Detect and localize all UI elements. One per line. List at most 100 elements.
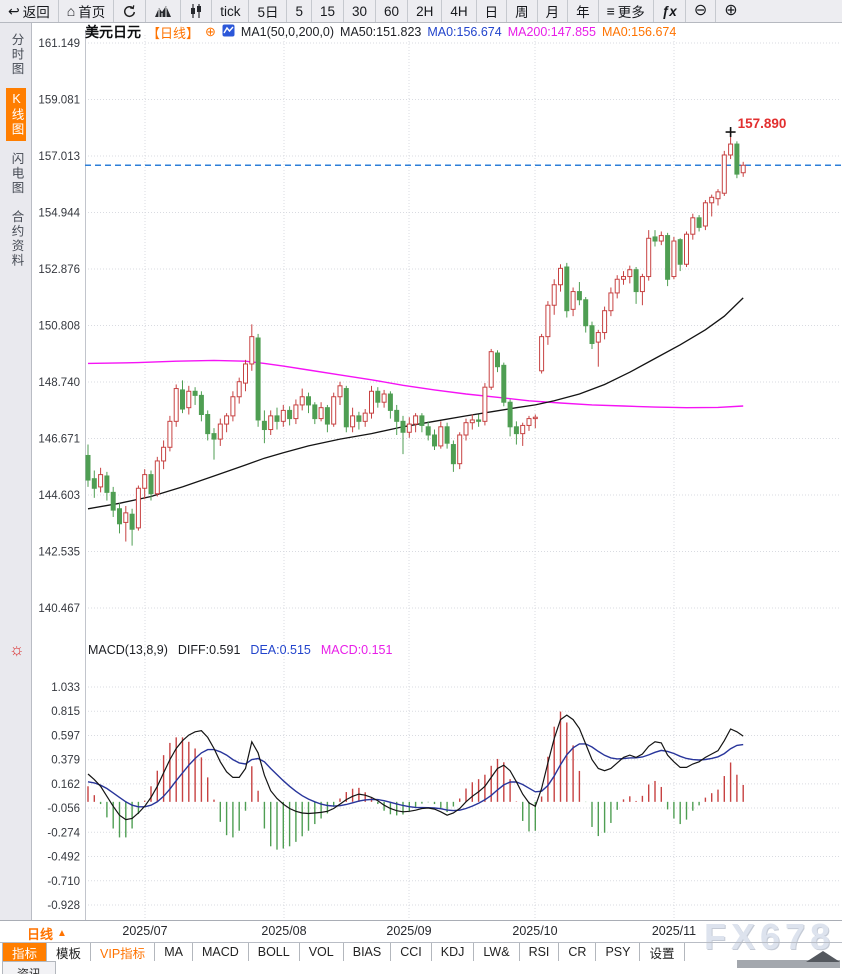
high-price-label: 157.890	[738, 116, 787, 131]
svg-text:154.944: 154.944	[38, 208, 80, 220]
macd-histogram-layer	[87, 711, 744, 850]
svg-text:157.013: 157.013	[38, 151, 80, 163]
ma0-orange-value: MA0:156.674	[601, 25, 677, 39]
interval-tick-button[interactable]: tick	[212, 0, 250, 22]
tab-lw[interactable]: LW&	[474, 943, 520, 961]
tab-ma[interactable]: MA	[155, 943, 193, 961]
svg-text:140.467: 140.467	[38, 603, 80, 615]
interval-30m-button[interactable]: 30	[344, 0, 377, 22]
tab-settings[interactable]: 设置	[640, 943, 685, 961]
svg-text:0.162: 0.162	[51, 779, 80, 791]
top-toolbar: ↩ 返回 ⌂ 首页 tick 5日 5 15 30 60 2H 4H 日 周 月 年…	[0, 0, 842, 23]
interval-year-button[interactable]: 年	[568, 0, 599, 22]
tab-vip-indicator[interactable]: VIP指标	[91, 943, 156, 961]
svg-text:-0.274: -0.274	[47, 827, 80, 839]
back-button[interactable]: ↩ 返回	[0, 0, 59, 22]
svg-text:2025/11: 2025/11	[652, 924, 696, 938]
tab-macd[interactable]: MACD	[192, 943, 249, 961]
area-chart-button[interactable]	[146, 0, 182, 22]
macd-hist-value: MACD:0.151	[320, 642, 393, 657]
sidebar-item-time-chart[interactable]: 分时图	[9, 33, 24, 77]
svg-text:0.597: 0.597	[51, 730, 80, 742]
svg-text:161.149: 161.149	[38, 38, 80, 50]
add-indicator-icon[interactable]: ⊕	[205, 24, 216, 39]
macd-header: MACD(13,8,9) DIFF:0.591 DEA:0.515 MACD:0…	[88, 642, 392, 657]
ma200-value: MA200:147.855	[507, 25, 596, 39]
zoom-out-button[interactable]: ⊖	[686, 0, 717, 22]
zoom-in-button[interactable]: ⊕	[716, 0, 745, 22]
svg-text:-0.928: -0.928	[47, 900, 80, 912]
svg-text:152.876: 152.876	[38, 264, 80, 276]
macd-diff-line	[87, 714, 744, 821]
more-button[interactable]: ≡ 更多	[599, 0, 654, 22]
candles-layer	[85, 132, 746, 546]
svg-text:1.033: 1.033	[51, 682, 80, 694]
tab-cci[interactable]: CCI	[391, 943, 432, 961]
grid-layer: 161.149 159.081 157.013 154.944 152.876 150.8…	[38, 30, 841, 938]
ma-indicator-icon[interactable]	[222, 24, 235, 40]
area-chart-icon	[154, 5, 172, 18]
triangle-up-icon: ▲	[57, 928, 67, 939]
svg-text:144.603: 144.603	[38, 490, 80, 502]
sidebar-item-lightning-chart[interactable]: 闪电图	[9, 151, 24, 196]
scroll-expand-triangle[interactable]	[806, 951, 840, 962]
sidebar-item-kline-chart[interactable]: K线图	[5, 87, 26, 141]
ma50-value: MA50:151.823	[340, 25, 422, 39]
svg-text:2025/08: 2025/08	[261, 924, 306, 938]
fx-icon: ƒx	[661, 3, 677, 19]
refresh-icon	[122, 4, 137, 19]
refresh-button[interactable]	[114, 0, 147, 22]
interval-day-button[interactable]: 日	[477, 0, 508, 22]
tab-kdj[interactable]: KDJ	[431, 943, 475, 961]
tab-indicator[interactable]: 指标	[2, 943, 48, 961]
tab-boll[interactable]: BOLL	[248, 943, 300, 961]
interval-5d-button[interactable]: 5日	[249, 0, 288, 22]
back-arrow-icon: ↩	[8, 3, 20, 19]
indicator-settings-sun-icon[interactable]: ☼	[9, 640, 25, 659]
ma200-line	[87, 359, 744, 409]
home-button[interactable]: ⌂ 首页	[59, 0, 115, 22]
tab-rsi[interactable]: RSI	[519, 943, 560, 961]
interval-5m-button[interactable]: 5	[287, 0, 312, 22]
period-tag: 【日线】	[147, 25, 200, 41]
tab-bias[interactable]: BIAS	[343, 943, 392, 961]
svg-text:0.815: 0.815	[51, 706, 80, 718]
tab-news-partial[interactable]: 资讯	[2, 961, 56, 974]
macd-settings-label: MACD(13,8,9)	[88, 642, 168, 657]
tab-template[interactable]: 模板	[47, 943, 92, 961]
tab-cr[interactable]: CR	[559, 943, 597, 961]
fx678-watermark: FX678	[704, 916, 836, 957]
candle-chart-icon	[189, 4, 203, 18]
svg-text:0.379: 0.379	[51, 755, 80, 767]
svg-text:-0.492: -0.492	[47, 852, 80, 864]
ma0-blue-value: MA0:156.674	[427, 25, 502, 39]
interval-4h-button[interactable]: 4H	[442, 0, 477, 22]
interval-60m-button[interactable]: 60	[376, 0, 409, 22]
indicator-tab-row: 指标 模板 VIP指标 MA MACD BOLL VOL BIAS CCI KD…	[0, 942, 842, 961]
svg-text:150.808: 150.808	[38, 321, 80, 333]
svg-text:159.081: 159.081	[38, 94, 80, 106]
symbol-name: 美元日元	[85, 24, 141, 40]
ma-settings-label: MA1(50,0,200,0)	[240, 25, 335, 39]
svg-text:2025/07: 2025/07	[122, 924, 167, 938]
interval-month-button[interactable]: 月	[538, 0, 569, 22]
interval-15m-button[interactable]: 15	[312, 0, 345, 22]
svg-text:2025/10: 2025/10	[512, 924, 557, 938]
svg-text:146.671: 146.671	[38, 434, 80, 446]
candle-chart-button[interactable]	[181, 0, 213, 22]
interval-week-button[interactable]: 周	[507, 0, 538, 22]
period-selector[interactable]: 日线 ▲	[27, 927, 67, 942]
chart-type-sidebar: 分时图 K线图 闪电图 合约资料	[0, 22, 32, 920]
macd-diff-value: DIFF:0.591	[177, 642, 241, 657]
fx-indicator-button[interactable]: ƒx	[654, 0, 686, 22]
interval-2h-button[interactable]: 2H	[408, 0, 443, 22]
svg-text:142.535: 142.535	[38, 547, 80, 559]
high-price-marker: 157.890	[725, 116, 787, 138]
tab-psy[interactable]: PSY	[596, 943, 641, 961]
horizontal-scrollbar[interactable]	[737, 960, 840, 968]
sidebar-item-contract-info[interactable]: 合约资料	[9, 210, 24, 268]
tab-vol[interactable]: VOL	[299, 943, 344, 961]
home-icon: ⌂	[66, 3, 76, 19]
svg-text:-0.056: -0.056	[47, 803, 80, 815]
